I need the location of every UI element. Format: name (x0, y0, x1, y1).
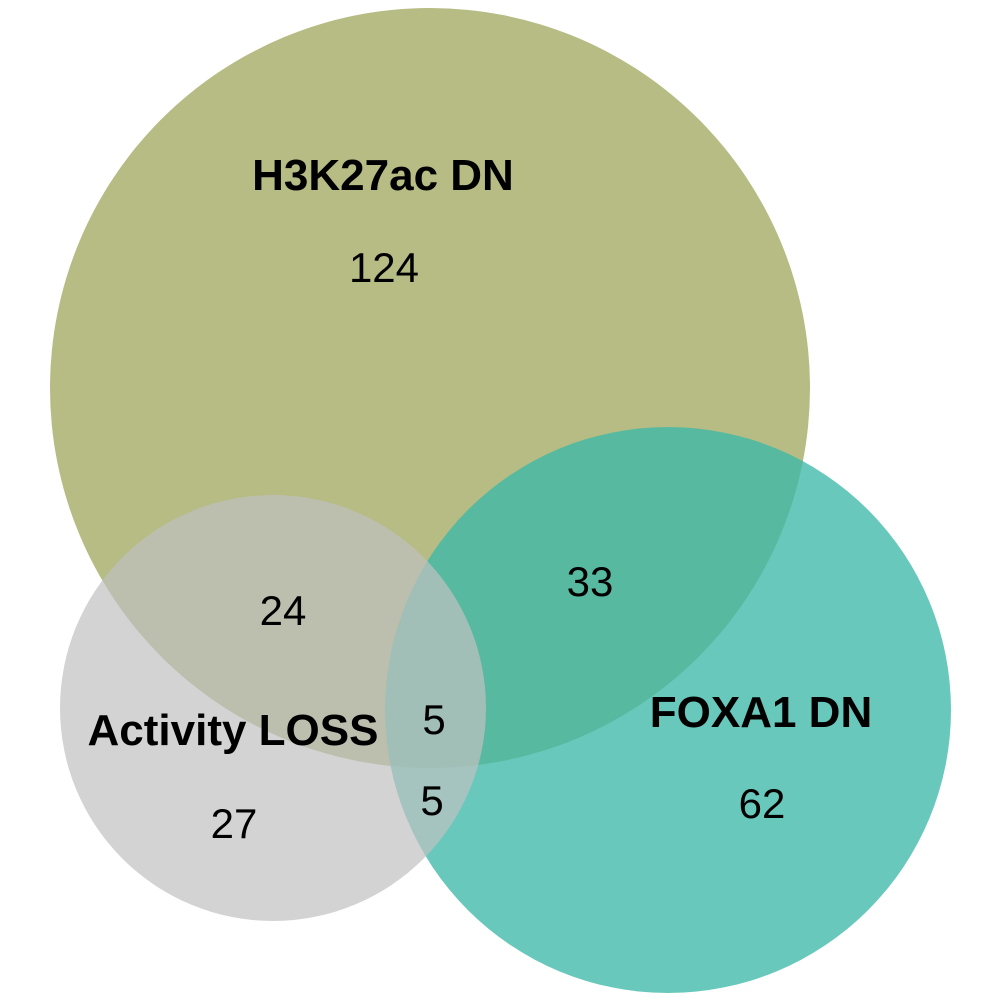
foxa1-label: FOXA1 DN (650, 688, 872, 737)
count-h3k27ac-foxa1: 33 (567, 558, 614, 605)
count-h3k27ac-activity: 24 (260, 587, 307, 634)
activity-loss-circle (60, 495, 486, 921)
activity-loss-label: Activity LOSS (88, 706, 379, 755)
count-h3k27ac-only: 124 (349, 244, 419, 291)
count-all-three: 5 (422, 696, 445, 743)
count-activity-only: 27 (211, 800, 258, 847)
foxa1-circle (385, 427, 951, 993)
count-foxa1-only: 62 (739, 780, 786, 827)
count-foxa1-activity: 5 (420, 777, 443, 824)
h3k27ac-label: H3K27ac DN (252, 151, 514, 200)
